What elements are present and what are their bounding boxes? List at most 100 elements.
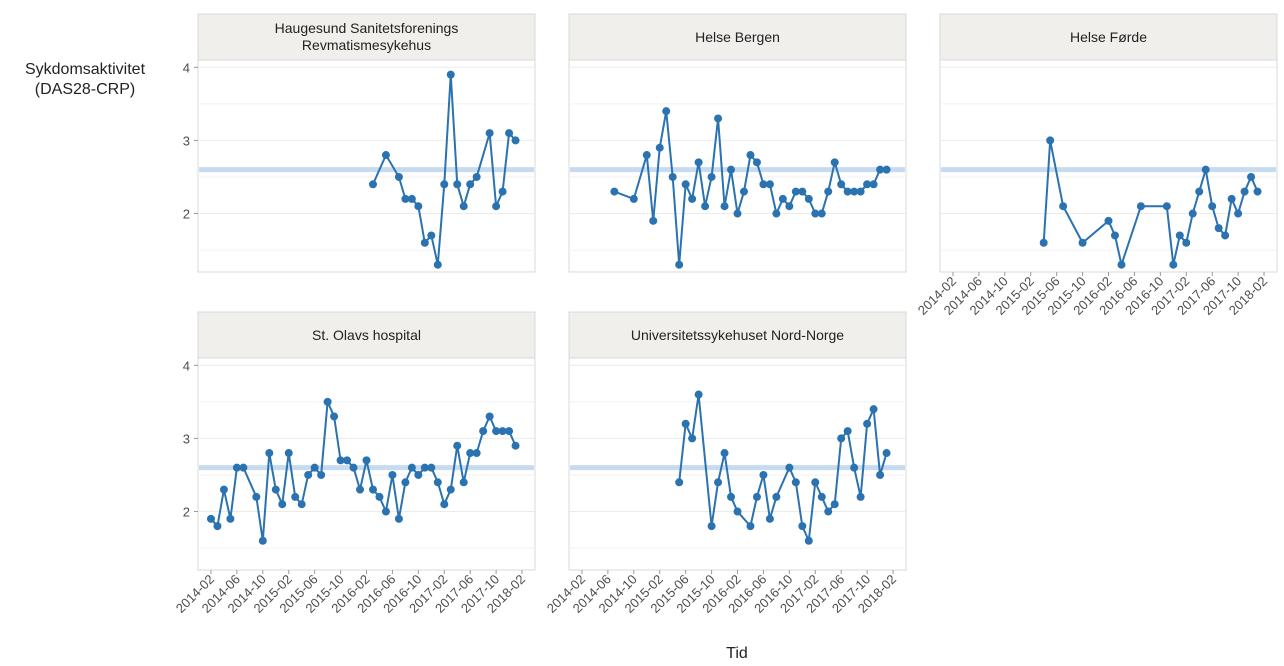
panel-background — [568, 357, 907, 571]
data-point — [511, 136, 520, 145]
data-point — [232, 463, 241, 472]
data-point — [688, 194, 697, 203]
data-point — [694, 158, 703, 167]
data-point — [381, 507, 390, 516]
data-point — [1110, 231, 1119, 240]
data-point — [1247, 172, 1256, 181]
data-point — [1162, 202, 1171, 211]
data-point — [746, 522, 755, 531]
data-point — [440, 500, 449, 509]
data-point — [843, 427, 852, 436]
data-point — [804, 536, 813, 545]
data-point — [466, 449, 475, 458]
data-point — [798, 522, 807, 531]
y-tick-label: 2 — [183, 505, 190, 520]
data-point — [368, 180, 377, 189]
panel-title: St. Olavs hospital — [312, 326, 421, 343]
y-tick-label: 4 — [183, 358, 190, 373]
data-point — [1136, 202, 1145, 211]
data-point — [401, 194, 410, 203]
data-point — [252, 492, 261, 501]
x-axis-label: Tid — [726, 645, 748, 662]
data-point — [349, 463, 358, 472]
data-point — [1169, 260, 1178, 269]
data-point — [459, 202, 468, 211]
data-point — [655, 143, 664, 152]
data-point — [414, 470, 423, 479]
data-point — [752, 158, 761, 167]
data-point — [759, 470, 768, 479]
data-point — [511, 441, 520, 450]
data-point — [394, 172, 403, 181]
data-point — [479, 427, 488, 436]
panel-background — [197, 59, 536, 273]
data-point — [414, 202, 423, 211]
data-point — [407, 463, 416, 472]
panel-title: Helse Bergen — [695, 28, 780, 45]
data-point — [791, 478, 800, 487]
data-point — [850, 463, 859, 472]
panel-title: Haugesund Sanitetsforenings Revmatismesy… — [274, 20, 459, 53]
panel-strip — [197, 311, 536, 359]
data-point — [459, 478, 468, 487]
data-point — [694, 390, 703, 399]
data-point — [1240, 187, 1249, 196]
panel-background — [939, 59, 1278, 273]
data-point — [863, 180, 872, 189]
data-point — [668, 172, 677, 181]
data-point — [804, 194, 813, 203]
data-point — [407, 194, 416, 203]
data-point — [492, 202, 501, 211]
data-point — [882, 449, 891, 458]
data-point — [466, 180, 475, 189]
data-point — [681, 180, 690, 189]
data-point — [1195, 187, 1204, 196]
y-axis-label: Sykdomsaktivitet (DAS28-CRP) — [24, 61, 146, 98]
data-point — [492, 427, 501, 436]
data-point — [798, 187, 807, 196]
data-point — [707, 172, 716, 181]
data-point — [675, 260, 684, 269]
data-point — [675, 478, 684, 487]
data-point — [1117, 260, 1126, 269]
y-tick-label: 4 — [183, 60, 190, 75]
data-point — [811, 209, 820, 218]
data-point — [472, 172, 481, 181]
data-point — [278, 500, 287, 509]
data-point — [649, 216, 658, 225]
data-point — [863, 419, 872, 428]
data-point — [440, 180, 449, 189]
data-point — [213, 522, 222, 531]
panel-strip — [197, 13, 536, 61]
data-point — [856, 492, 865, 501]
data-point — [714, 478, 723, 487]
data-point — [420, 463, 429, 472]
data-point — [356, 485, 365, 494]
y-tick-label: 3 — [183, 133, 190, 148]
data-point — [239, 463, 248, 472]
data-point — [765, 180, 774, 189]
data-point — [824, 187, 833, 196]
data-point — [1234, 209, 1243, 218]
data-point — [707, 522, 716, 531]
data-point — [485, 129, 494, 138]
data-point — [746, 151, 755, 160]
data-point — [843, 187, 852, 196]
data-point — [1182, 238, 1191, 247]
data-point — [662, 107, 671, 116]
data-point — [317, 470, 326, 479]
data-point — [304, 470, 313, 479]
panel-strip — [568, 13, 907, 61]
data-point — [472, 449, 481, 458]
data-point — [381, 151, 390, 160]
data-point — [1253, 187, 1262, 196]
data-point — [446, 485, 455, 494]
data-point — [1046, 136, 1055, 145]
data-point — [420, 238, 429, 247]
data-point — [1208, 202, 1217, 211]
data-point — [362, 456, 371, 465]
y-tick-label: 2 — [183, 207, 190, 222]
data-point — [265, 449, 274, 458]
